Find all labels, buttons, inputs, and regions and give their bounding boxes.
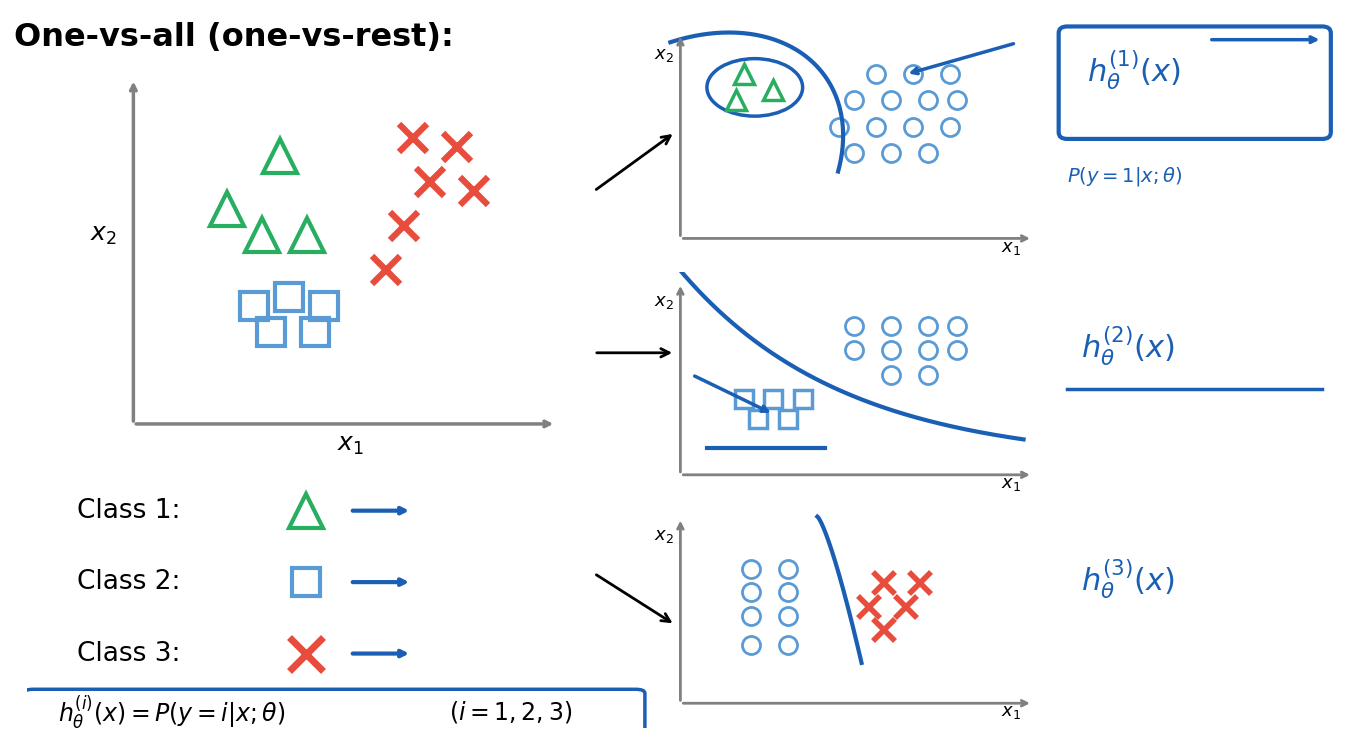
Text: $x_1$: $x_1$ [1002,239,1022,257]
Text: One-vs-all (one-vs-rest):: One-vs-all (one-vs-rest): [14,22,454,53]
Text: Class 1:: Class 1: [77,498,180,523]
Text: $P(y=1|x;\theta)$: $P(y=1|x;\theta)$ [1066,165,1183,188]
Text: $x_2$: $x_2$ [90,223,116,247]
Text: $(i=1,2,3)$: $(i=1,2,3)$ [450,699,572,725]
Text: Class 2:: Class 2: [77,569,180,595]
Text: $x_2$: $x_2$ [653,293,674,311]
Text: $x_2$: $x_2$ [653,527,674,545]
Text: $h_\theta^{(1)}(x)$: $h_\theta^{(1)}(x)$ [1087,49,1181,93]
Text: $h_\theta^{(i)}(x) = P(y=i|x;\theta)$: $h_\theta^{(i)}(x) = P(y=i|x;\theta)$ [58,693,286,731]
Text: $h_\theta^{(2)}(x)$: $h_\theta^{(2)}(x)$ [1081,325,1176,368]
Text: $x_1$: $x_1$ [338,433,364,457]
Text: $h_\theta^{(3)}(x)$: $h_\theta^{(3)}(x)$ [1081,557,1176,601]
Text: Class 3:: Class 3: [77,641,180,667]
Text: $x_2$: $x_2$ [653,46,674,64]
Text: $x_1$: $x_1$ [1002,703,1022,720]
Text: $x_1$: $x_1$ [1002,475,1022,492]
